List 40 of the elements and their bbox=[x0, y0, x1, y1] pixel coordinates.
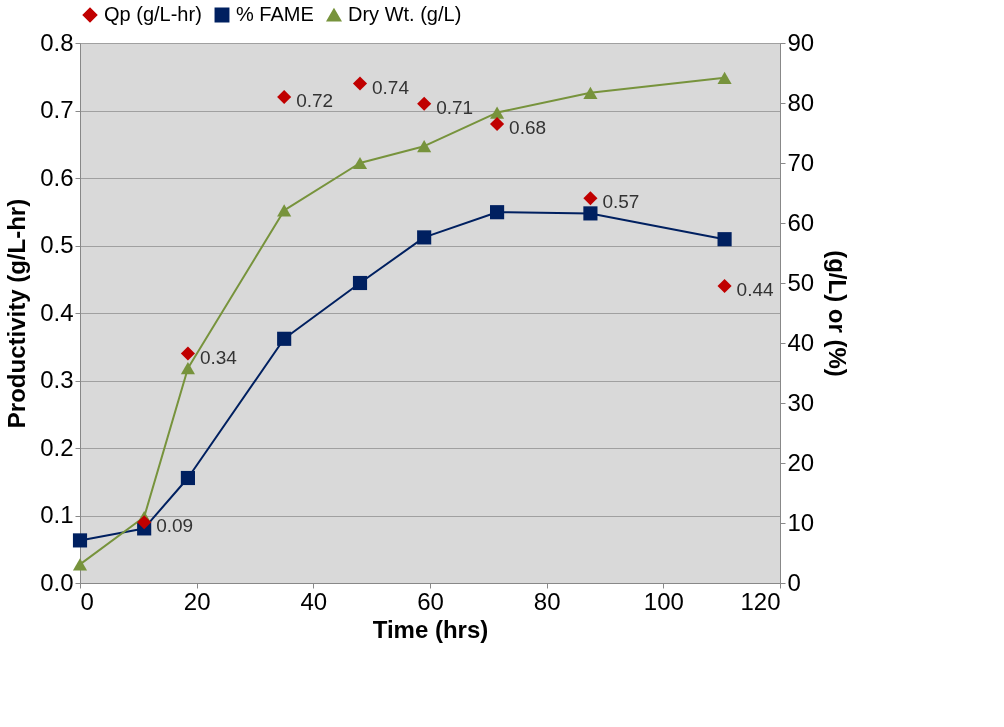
data-label: 0.68 bbox=[509, 117, 547, 138]
y2-axis-title: (g/L) or (%) bbox=[824, 250, 852, 377]
y-tick-label: 0.3 bbox=[40, 366, 74, 393]
y-axis-title: Productivity (g/L-hr) bbox=[3, 198, 31, 429]
data-label: 0.74 bbox=[372, 76, 410, 98]
x-axis-title: Time (hrs) bbox=[372, 615, 489, 643]
data-label: 0.72 bbox=[296, 90, 334, 111]
y-tick-label: 0.2 bbox=[40, 433, 74, 461]
x-tick-label: 40 bbox=[300, 587, 328, 615]
y2-tick-label: 30 bbox=[787, 388, 815, 416]
data-label: 0.71 bbox=[436, 96, 474, 118]
y2-tick-label: 90 bbox=[787, 28, 815, 56]
data-label: 0.57 bbox=[602, 191, 640, 213]
x-tick-label: 20 bbox=[183, 587, 211, 615]
data-label: 0.09 bbox=[156, 515, 194, 537]
x-tick-label: 80 bbox=[533, 587, 561, 615]
y2-tick-label: 20 bbox=[787, 448, 815, 476]
x-tick-label: 100 bbox=[643, 587, 684, 615]
x-tick-label: 60 bbox=[417, 587, 444, 615]
x-tick-label: 0 bbox=[80, 587, 94, 615]
y2-tick-label: 70 bbox=[787, 148, 815, 176]
y-tick-label: 0.1 bbox=[40, 501, 74, 528]
data-label: 0.44 bbox=[736, 279, 774, 300]
y-tick-label: 0.0 bbox=[40, 568, 74, 596]
y2-tick-label: 80 bbox=[787, 88, 815, 116]
y2-tick-label: 50 bbox=[787, 268, 815, 296]
y-tick-label: 0.5 bbox=[40, 231, 74, 258]
y2-tick-label: 0 bbox=[787, 568, 801, 596]
y2-tick-label: 60 bbox=[787, 208, 815, 236]
y-tick-label: 0.7 bbox=[40, 96, 74, 123]
x-tick-label: 120 bbox=[740, 587, 781, 615]
data-label: 0.34 bbox=[199, 346, 238, 368]
legend-label: % FAME bbox=[236, 3, 314, 25]
y-tick-label: 0.8 bbox=[40, 28, 74, 56]
y2-tick-label: 10 bbox=[787, 508, 815, 536]
y-tick-label: 0.6 bbox=[40, 163, 74, 191]
legend-label: Dry Wt. (g/L) bbox=[348, 3, 462, 25]
y2-tick-label: 40 bbox=[787, 328, 815, 356]
y-tick-label: 0.4 bbox=[40, 298, 74, 326]
legend-label: Qp (g/L-hr) bbox=[104, 3, 202, 25]
